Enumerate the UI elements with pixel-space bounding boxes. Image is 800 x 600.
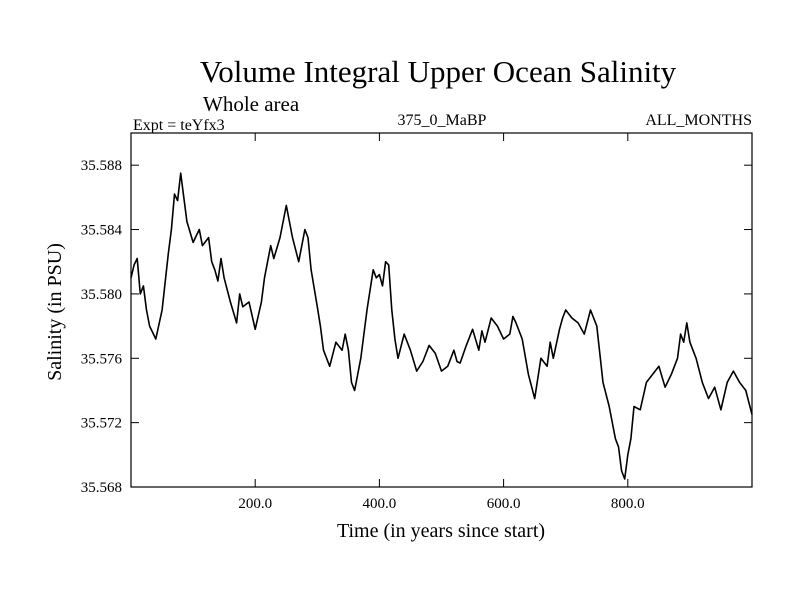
experiment-label: Expt = teYfx3 (133, 117, 225, 134)
y-tick-label: 35.568 (81, 480, 122, 496)
y-tick-label: 35.584 (81, 223, 123, 239)
y-tick-label: 35.576 (81, 351, 123, 367)
x-tick-label: 400.0 (363, 496, 397, 512)
y-axis-ticks: 35.568 35.572 35.576 35.580 35.584 35.588 (81, 158, 752, 496)
chart-title: Volume Integral Upper Ocean Salinity (200, 54, 677, 89)
plot-frame (130, 132, 753, 488)
months-label: ALL_MONTHS (645, 112, 752, 129)
x-tick-label: 200.0 (238, 496, 272, 512)
y-tick-label: 35.572 (81, 416, 122, 432)
salinity-series-line (130, 172, 753, 480)
y-tick-label: 35.588 (81, 158, 122, 174)
x-tick-label: 800.0 (611, 496, 645, 512)
chart-subtitle: Whole area (203, 92, 300, 116)
y-axis-label: Salinity (in PSU) (44, 243, 66, 381)
run-label: 375_0_MaBP (398, 112, 487, 129)
y-tick-label: 35.580 (81, 287, 122, 303)
x-axis-label: Time (in years since start) (337, 520, 545, 542)
x-tick-label: 600.0 (487, 496, 521, 512)
x-axis-ticks: 200.0 400.0 600.0 800.0 (238, 133, 645, 512)
